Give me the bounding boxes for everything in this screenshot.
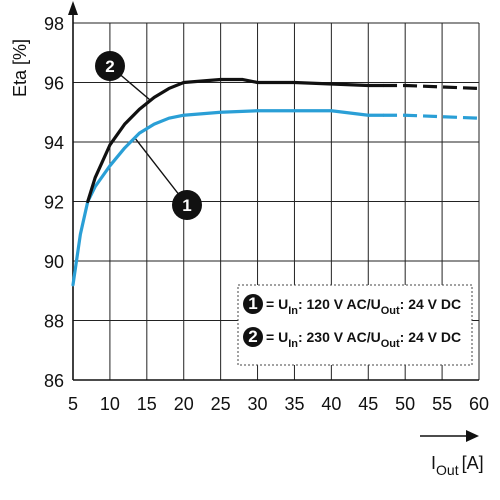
y-tick-label: 88 xyxy=(44,312,64,332)
x-tick-label: 25 xyxy=(211,394,231,414)
legend-box xyxy=(237,284,473,366)
y-tick-label: 86 xyxy=(44,371,64,391)
x-tick-label: 55 xyxy=(432,394,452,414)
callouts: 12 xyxy=(95,51,202,220)
legend-entry-1: = UIn: 120 V AC/UOut: 24 V DC xyxy=(266,296,461,317)
series-2-line xyxy=(86,77,385,204)
callout-1-badge xyxy=(172,190,202,220)
callout-2-label: 2 xyxy=(105,57,114,76)
x-tick-label: 45 xyxy=(358,394,378,414)
y-axis-arrow-icon xyxy=(68,1,78,15)
series-2-dashed-line xyxy=(383,83,480,91)
x-tick-label: 40 xyxy=(321,394,341,414)
y-tick-label: 98 xyxy=(44,14,64,34)
y-tick-label: 94 xyxy=(44,133,64,153)
legend-badge-label: 1 xyxy=(248,294,257,313)
callout-2-badge xyxy=(95,51,125,81)
y-tick-label: 92 xyxy=(44,193,64,213)
legend-badge-label: 2 xyxy=(248,327,257,346)
y-tick-label: 96 xyxy=(44,74,64,94)
axes: 5 10 15 20 25 30 35 40 45 50 55 60 86 88 90 92 94 96 98 Eta… xyxy=(10,1,489,478)
series-1-dashed-line xyxy=(383,113,480,120)
x-tick-label: 5 xyxy=(68,394,78,414)
x-axis-arrow-icon xyxy=(466,430,479,442)
series-lines xyxy=(71,77,480,287)
x-tick-label: 50 xyxy=(395,394,415,414)
x-tick-label: 30 xyxy=(248,394,268,414)
x-tick-label: 20 xyxy=(174,394,194,414)
y-tick-label: 90 xyxy=(44,252,64,272)
legend-badge-1 xyxy=(243,294,263,314)
x-axis-title: IOut [A] xyxy=(431,453,484,478)
x-tick-label: 35 xyxy=(284,394,304,414)
y-axis-title: Eta [%] xyxy=(10,39,30,97)
callout-1-label: 1 xyxy=(182,196,191,215)
legend-entry-2: = UIn: 230 V AC/UOut: 24 V DC xyxy=(266,329,461,350)
legend-badge-2 xyxy=(243,327,263,347)
legend: 1 = UIn: 120 V AC/UOut: 24 V DC 2 = UIn: 23… xyxy=(237,284,473,366)
x-tick-label: 15 xyxy=(137,394,157,414)
x-tick-label: 60 xyxy=(469,394,489,414)
x-tick-label: 10 xyxy=(100,394,120,414)
series-1-line xyxy=(71,109,385,287)
